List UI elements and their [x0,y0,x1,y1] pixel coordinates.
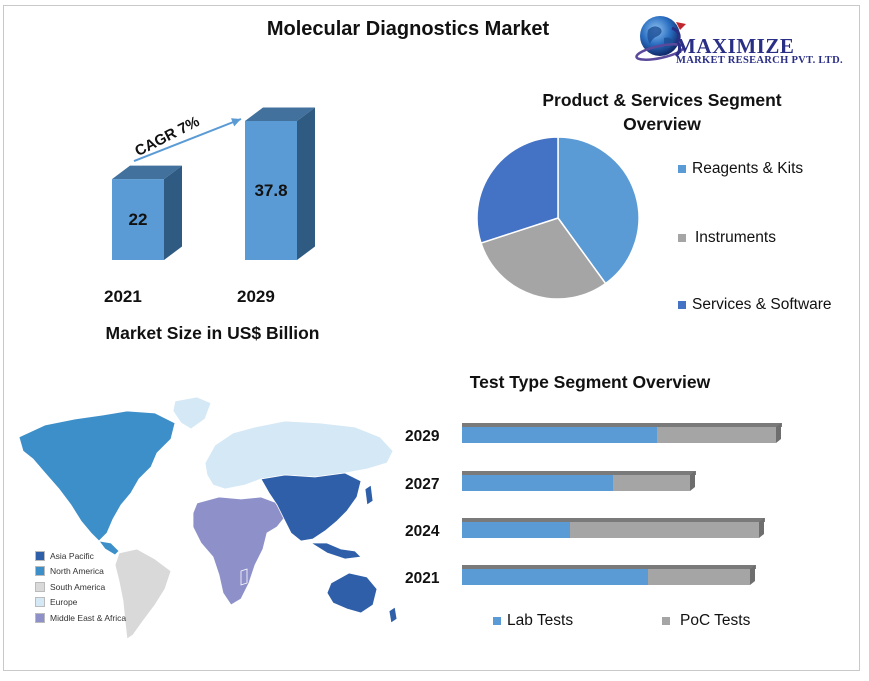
bar-2029 [245,121,297,260]
legend-poc-tests: PoC Tests [662,612,750,630]
legend-lab-tests: Lab Tests [493,612,573,630]
pie-chart-title: Product & Services Segment Overview [542,90,782,134]
year-label-2021: 2021 [405,570,440,587]
bar-year-2029: 2029 [237,287,275,306]
globe-icon [635,16,686,61]
bar-top-edge [462,471,696,475]
map-legend-swatch [35,597,45,608]
page-title: Molecular Diagnostics Market [266,18,550,40]
year-label-2027: 2027 [405,476,440,493]
bar-top-edge [462,565,756,569]
segment-poc-tests [613,475,690,491]
bar-year-2021: 2021 [104,287,142,306]
bar-top-edge [462,423,782,427]
year-label-2029: 2029 [405,428,440,445]
map-legend-swatch [35,581,45,592]
bar-value-2021: 22 [128,209,148,229]
test-type-title: Test Type Segment Overview [469,372,711,392]
legend-label: Reagents & Kits [692,160,804,177]
legend-label: Instruments [695,229,776,246]
map-legend: Asia Pacific North America South America Eu… [35,548,127,626]
legend-swatch [662,617,670,625]
pie-slice-services-software [476,136,559,244]
map-legend-item: Europe [35,595,126,611]
segment-lab-tests [462,569,648,585]
bar-side-edge [759,518,764,538]
map-legend-swatch [35,550,45,561]
market-size-caption: Market Size in US$ Billion [105,323,320,343]
year-label-2024: 2024 [405,523,440,540]
company-logo: MAXIMIZE MARKET RESEARCH PVT. LTD. [632,8,862,88]
bar-2021 [112,179,164,260]
bar-side-edge [750,565,755,585]
bar-side-2021 [164,165,182,260]
bar-side-edge [776,423,781,443]
map-legend-item: Asia Pacific [35,548,126,564]
bar-side-2029 [297,107,315,260]
logo-name: MAXIMIZE [676,34,795,58]
map-region-south-america [114,548,172,640]
pie-slice-reagents-kits [557,136,640,285]
bar-top-edge [462,518,765,522]
map-region-asia-pacific [260,472,362,542]
map-region-north-america [18,410,176,542]
legend-label: PoC Tests [680,612,751,629]
legend-reagents-kits: Reagents & Kits [678,160,803,178]
map-legend-label: Middle East & Africa [50,612,127,623]
legend-instruments: Instruments [678,229,776,247]
segment-poc-tests [570,522,759,538]
legend-swatch [678,165,686,173]
legend-label: Services & Software [692,296,832,313]
product-services-pie [476,136,640,300]
segment-poc-tests [648,569,750,585]
map-legend-item: Middle East & Africa [35,610,127,626]
bar-top-2029 [245,107,315,121]
bar-top-2021 [112,165,182,180]
bar-side-edge [690,471,695,491]
map-legend-swatch [35,612,45,623]
map-legend-label: Asia Pacific [50,550,94,561]
segment-lab-tests [462,427,657,443]
legend-swatch [493,617,501,625]
world-map [15,393,403,643]
market-size-chart [112,107,315,260]
segment-lab-tests [462,475,613,491]
bar-value-2029: 37.8 [254,180,288,200]
infographic-frame [3,5,860,671]
cagr-arrow [133,118,242,163]
map-region-europe [204,420,394,490]
map-legend-label: Europe [50,597,78,608]
legend-services-software: Services & Software [678,296,832,314]
legend-swatch [678,234,686,242]
map-legend-label: South America [50,581,106,592]
segment-lab-tests [462,522,570,538]
logo-subtitle: MARKET RESEARCH PVT. LTD. [676,55,843,66]
legend-label: Lab Tests [507,612,574,629]
cagr-arrow-head [231,118,241,127]
legend-swatch [678,301,686,309]
map-region-mea [192,496,286,606]
map-legend-label: North America [50,566,104,577]
map-legend-item: South America [35,579,126,595]
map-legend-swatch [35,566,45,577]
map-legend-item: North America [35,564,126,580]
pie-slice-instruments [480,217,607,300]
segment-poc-tests [657,427,776,443]
